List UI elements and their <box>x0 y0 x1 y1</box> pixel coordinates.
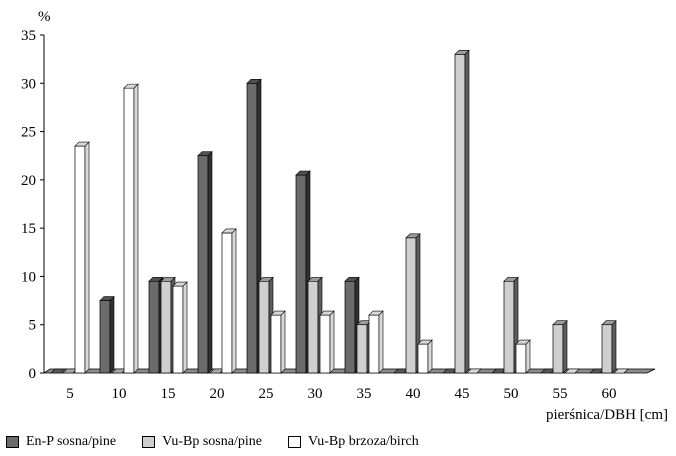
x-tick-labels: 5 10 15 20 25 30 35 40 45 50 55 60 <box>66 386 616 402</box>
y-tick-label: 20 <box>21 173 36 189</box>
legend-swatch-en-p-pine <box>6 436 19 448</box>
bar <box>99 295 115 374</box>
bar <box>552 319 568 374</box>
bars <box>50 49 629 374</box>
bar <box>417 339 433 374</box>
x-tick-label: 40 <box>406 386 421 402</box>
legend-item-vu-bp-birch: Vu-Bp brzoza/birch <box>287 434 419 450</box>
x-tick-label: 45 <box>455 386 470 402</box>
y-tick-label: 25 <box>21 125 36 141</box>
bar <box>466 368 482 374</box>
y-tick-label: 30 <box>21 76 36 92</box>
legend: En-P sosna/pine Vu-Bp sosna/pine Vu-Bp b… <box>6 432 445 452</box>
x-tick-label: 30 <box>308 386 323 402</box>
y-tick-label: 15 <box>21 221 36 237</box>
bar <box>74 141 90 374</box>
legend-label-en-p-pine: En-P sosna/pine <box>26 434 117 449</box>
y-tick-label: 35 <box>21 28 36 44</box>
y-unit-label: % <box>38 9 51 25</box>
bar <box>454 49 470 374</box>
bar <box>270 310 286 374</box>
bar <box>515 339 531 374</box>
legend-swatch-vu-bp-pine <box>142 436 156 448</box>
bar <box>564 368 580 374</box>
x-tick-label: 10 <box>112 386 127 402</box>
legend-swatch-vu-bp-birch <box>287 436 301 448</box>
bar <box>613 368 629 374</box>
bar <box>368 310 384 374</box>
bar <box>123 83 139 374</box>
x-axis-label: pierśnica/DBH [cm] <box>546 407 668 423</box>
bar <box>172 281 188 374</box>
x-tick-label: 20 <box>210 386 225 402</box>
x-tick-label: 50 <box>504 386 519 402</box>
y-tick-label: 0 <box>29 366 37 382</box>
legend-label-vu-bp-pine: Vu-Bp sosna/pine <box>162 434 262 449</box>
bar <box>221 228 237 374</box>
bar <box>319 310 335 374</box>
legend-item-vu-bp-pine: Vu-Bp sosna/pine <box>142 434 262 450</box>
legend-label-vu-bp-birch: Vu-Bp brzoza/birch <box>307 434 419 449</box>
y-tick-label: 10 <box>21 269 36 285</box>
bar <box>197 150 213 374</box>
bar <box>601 319 617 374</box>
x-tick-label: 55 <box>553 386 568 402</box>
x-tick-label: 15 <box>161 386 176 402</box>
x-tick-label: 25 <box>259 386 274 402</box>
x-tick-label: 60 <box>602 386 617 402</box>
x-tick-label: 5 <box>66 386 74 402</box>
y-tick-label: 5 <box>29 318 37 334</box>
x-tick-label: 35 <box>357 386 372 402</box>
bar <box>50 368 66 374</box>
legend-item-en-p-pine: En-P sosna/pine <box>6 434 116 450</box>
y-axis: 0 5 10 15 20 25 30 35 <box>21 28 45 382</box>
